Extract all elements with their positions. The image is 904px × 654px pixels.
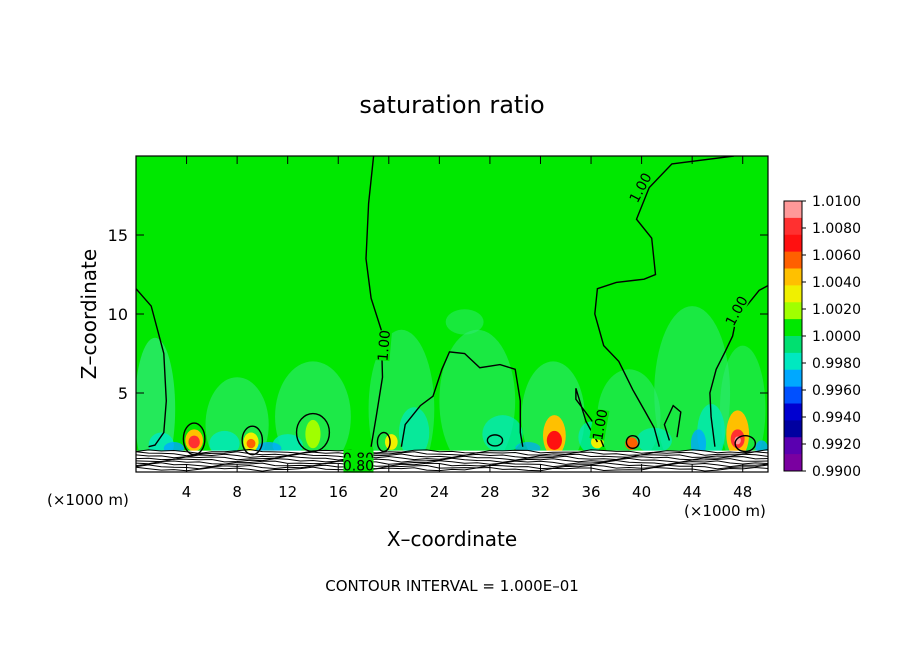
contour-loop — [295, 412, 331, 453]
surface-contour-line — [136, 448, 768, 454]
colorbar-swatch — [784, 234, 802, 253]
x-unit-left: (×1000 m) — [47, 491, 129, 509]
colorbar-label: 1.0060 — [812, 248, 861, 264]
chart-title: saturation ratio — [359, 91, 544, 119]
colorbar-label: 1.0000 — [812, 329, 861, 345]
contour-label: 1.00 — [375, 329, 394, 361]
colorbar-label: 1.0020 — [812, 302, 861, 318]
y-axis: 5 10 15 — [108, 226, 768, 403]
colorbar-swatch — [784, 285, 802, 303]
contour-label-bg — [589, 408, 610, 441]
x-tick-label: 28 — [480, 483, 499, 501]
x-tick-label: 32 — [531, 483, 550, 501]
colorbar-label: 0.9900 — [812, 464, 861, 480]
colorbar-label: 0.9920 — [812, 437, 861, 453]
colorbar-swatch — [784, 268, 802, 286]
field-shading — [398, 407, 430, 458]
colorbar-label: 0.9940 — [812, 410, 861, 426]
contour-label-bg — [343, 457, 374, 473]
colorbar-swatch — [784, 352, 802, 371]
y-axis-label: Z–coordinate — [77, 249, 101, 379]
x-tick-label: 4 — [182, 483, 192, 501]
contour-loop — [376, 431, 391, 453]
surface-contour-line — [136, 464, 768, 470]
colorbar-swatch — [784, 217, 802, 236]
contour-label-bg — [722, 293, 750, 328]
colorbar-label: 0.9960 — [812, 383, 861, 399]
colorbar-swatch — [784, 420, 802, 438]
field-shading — [209, 430, 240, 457]
field-shading — [305, 419, 321, 449]
contour-label: 1.00 — [590, 408, 611, 441]
colorbar-swatch — [784, 403, 802, 421]
contour-label-bg — [374, 329, 393, 362]
contour-loop — [734, 434, 757, 453]
colorbar-swatch — [784, 336, 802, 354]
colorbar-swatch — [784, 454, 802, 472]
contour-line — [400, 351, 524, 447]
contour-label-bg — [626, 170, 654, 205]
colorbar-label: 1.0040 — [812, 275, 861, 291]
field-shading — [188, 435, 200, 449]
contour-loop — [486, 434, 504, 447]
x-tick-label: 44 — [683, 483, 702, 501]
contour-line — [709, 284, 768, 447]
colorbar-swatch — [784, 369, 802, 388]
colorbar-swatch — [784, 201, 802, 219]
field-shading — [385, 434, 398, 450]
contour-loop — [625, 434, 640, 450]
x-axis-label: X–coordinate — [387, 527, 517, 551]
y-tick-label: 10 — [108, 305, 128, 324]
surface-contour-line — [136, 457, 768, 463]
colorbar-swatch — [784, 386, 802, 404]
x-tick-label: 24 — [430, 483, 449, 501]
contour-interval-note: CONTOUR INTERVAL = 1.000E–01 — [325, 577, 579, 595]
field-shading — [546, 430, 562, 450]
x-unit-right: (×1000 m) — [684, 502, 766, 520]
surface-contour-line — [136, 451, 768, 457]
x-tick-label: 20 — [379, 483, 398, 501]
x-tick-label: 16 — [329, 483, 348, 501]
field-shading — [482, 415, 523, 454]
field-shading — [445, 309, 484, 335]
colorbar: 1.0100 1.0080 1.0060 1.0040 1.0020 1.0000 0.99… — [783, 194, 861, 480]
x-tick-label: 8 — [232, 483, 242, 501]
y-tick-label: 5 — [118, 384, 128, 403]
plot-area: 1.001.001.001.000.800.80 — [135, 155, 769, 475]
contour-loop — [241, 425, 264, 456]
colorbar-swatch — [784, 319, 802, 337]
x-axis: 4 8 12 16 20 24 28 32 36 40 44 48 — [182, 156, 752, 501]
contour-label: 0.80 — [343, 459, 374, 475]
field-shading — [636, 427, 672, 454]
x-tick-label: 40 — [632, 483, 651, 501]
colorbar-label: 0.9980 — [812, 356, 861, 372]
x-tick-label: 36 — [581, 483, 600, 501]
colorbar-swatch — [784, 437, 802, 455]
surface-contour-line — [136, 466, 768, 472]
contour-line — [136, 288, 168, 448]
colorbar-swatch — [784, 251, 802, 269]
contour-loop — [182, 422, 206, 456]
contour-line — [365, 156, 384, 447]
contour-line — [594, 156, 734, 447]
colorbar-label: 1.0080 — [812, 221, 861, 237]
field-shading — [734, 436, 741, 445]
colorbar-swatch — [784, 302, 802, 320]
x-tick-label: 48 — [733, 483, 752, 501]
contour-line — [663, 404, 682, 441]
colorbar-label: 1.0100 — [812, 194, 861, 210]
surface-contour-line — [136, 459, 768, 466]
y-tick-label: 15 — [108, 226, 128, 245]
x-tick-label: 12 — [278, 483, 297, 501]
field-shading — [246, 438, 256, 449]
